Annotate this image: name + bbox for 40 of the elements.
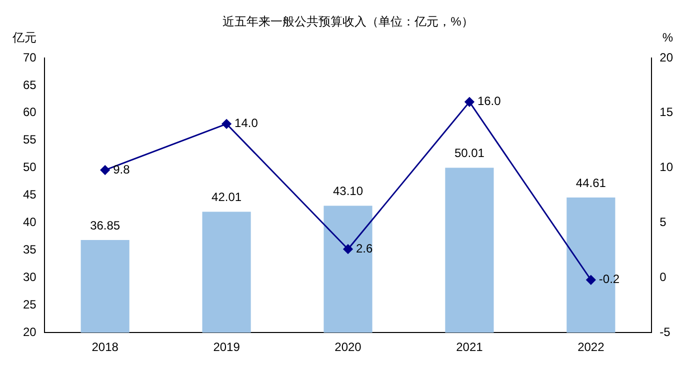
data-label: -0.2 <box>598 272 620 286</box>
point <box>100 165 110 175</box>
y2-tick-label: -5 <box>660 324 671 339</box>
chart-title: 近五年来一般公共预算收入（单位：亿元，%） <box>222 14 474 28</box>
y-tick-label: 35 <box>22 242 37 257</box>
point <box>464 97 474 107</box>
data-label: 42.01 <box>212 190 242 204</box>
y-tick-label: 40 <box>22 215 37 230</box>
point <box>586 275 596 285</box>
data-label: 36.85 <box>90 218 120 232</box>
data-label: 9.8 <box>113 162 130 176</box>
y-tick-label: 65 <box>22 78 37 92</box>
x-tick-label: 2018 <box>92 340 119 354</box>
y-tick-label: 70 <box>22 50 37 64</box>
x-tick-label: 2019 <box>213 340 240 354</box>
y2-tick-label: 20 <box>660 50 674 64</box>
data-label: 50.01 <box>454 146 485 160</box>
y2-tick-label: 0 <box>660 270 667 284</box>
y-tick-label: 55 <box>22 132 37 147</box>
data-label: 14.0 <box>234 116 258 130</box>
y2-axis-title: % <box>662 30 674 44</box>
y2-tick-label: 15 <box>660 105 674 120</box>
data-label: 2.6 <box>356 241 374 256</box>
y-tick-label: 45 <box>22 188 37 202</box>
point <box>343 244 353 254</box>
y-tick-label: 60 <box>22 105 37 120</box>
x-tick-label: 2021 <box>456 340 484 354</box>
data-label: 43.10 <box>332 184 364 198</box>
y-tick-label: 30 <box>22 270 37 284</box>
data-label: 44.61 <box>576 176 606 190</box>
y-tick-label: 25 <box>22 297 37 312</box>
y-axis-title: 亿元 <box>11 30 36 44</box>
data-label: 16.0 <box>477 94 502 108</box>
y2-tick-label: 10 <box>660 160 674 174</box>
x-tick-label: 2020 <box>334 340 362 354</box>
x-tick-label: 2022 <box>578 340 605 354</box>
y2-tick-label: 5 <box>660 215 667 230</box>
y-tick-label: 20 <box>22 324 37 339</box>
y-tick-label: 50 <box>22 160 37 174</box>
point <box>222 119 232 129</box>
